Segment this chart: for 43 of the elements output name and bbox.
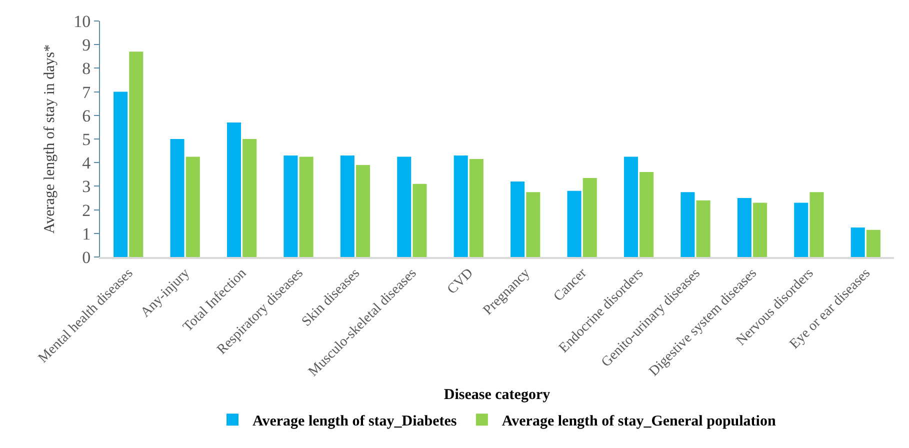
bar [356, 164, 370, 257]
bar [640, 172, 654, 257]
bar [752, 202, 768, 257]
y-tick-label: 0 [82, 248, 91, 267]
bar [624, 156, 638, 257]
y-tick-label: 2 [82, 200, 91, 220]
y-tick-label: 8 [82, 59, 91, 78]
x-axis-title: Disease category [444, 387, 551, 404]
bar [170, 139, 184, 257]
bar [242, 139, 257, 257]
y-axis-title: Average length of stay in days* [42, 44, 58, 234]
bar [850, 228, 865, 257]
y-tick-label: 5 [82, 130, 91, 149]
bar [794, 202, 808, 257]
bar [284, 156, 298, 257]
bar [510, 181, 525, 257]
y-tick-label: 3 [82, 177, 91, 196]
bar [469, 159, 484, 257]
bar [810, 192, 824, 257]
bar [412, 184, 427, 257]
bar [340, 156, 354, 257]
bar [526, 192, 540, 257]
bar [680, 192, 695, 257]
legend-label: Average length of stay_General population [502, 413, 776, 430]
bar [866, 230, 880, 257]
bar [129, 52, 144, 257]
bar [696, 200, 710, 257]
y-tick-label: 10 [74, 12, 91, 31]
y-tick-label: 6 [82, 106, 91, 126]
bar [226, 122, 242, 257]
bar [567, 190, 582, 257]
y-tick-label: 4 [82, 154, 92, 173]
bar [299, 156, 314, 257]
y-tick-label: 9 [82, 36, 91, 55]
bar [114, 92, 128, 257]
bar [582, 178, 597, 257]
bar [737, 198, 752, 257]
y-tick-label: 1 [82, 224, 91, 244]
bar [186, 156, 200, 257]
bar [454, 156, 468, 257]
legend-label: Average length of stay_Diabetes [252, 413, 457, 430]
bar [397, 156, 412, 257]
y-tick-label: 7 [82, 82, 92, 102]
